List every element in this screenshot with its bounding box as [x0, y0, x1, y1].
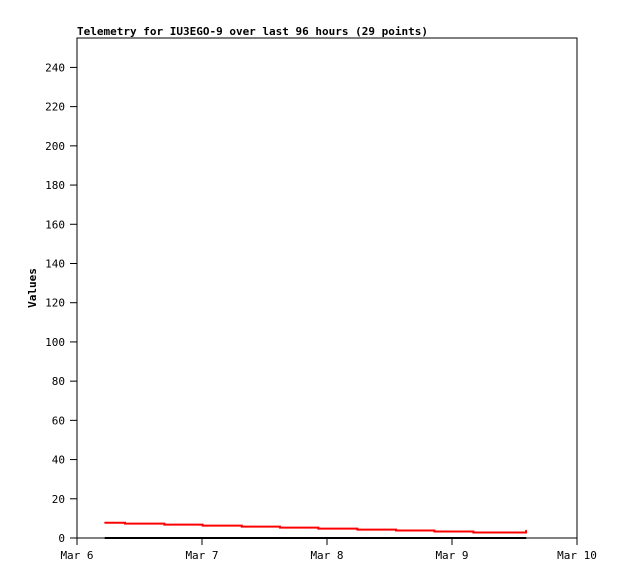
- data-point: [520, 531, 523, 534]
- x-tick-label: Mar 6: [60, 549, 93, 562]
- data-point: [201, 524, 204, 527]
- x-tick-label: Mar 7: [185, 549, 218, 562]
- y-tick-label: 40: [52, 454, 65, 467]
- data-point: [124, 522, 126, 525]
- y-tick-label: 100: [45, 336, 65, 349]
- x-tick-label: Mar 10: [557, 549, 597, 562]
- plot-frame: [76, 37, 578, 539]
- data-point: [163, 523, 166, 526]
- data-point: [279, 526, 281, 529]
- data-point: [104, 537, 106, 539]
- y-tick-label: 20: [52, 493, 65, 506]
- data-point: [525, 529, 527, 532]
- y-tick-label: 120: [45, 297, 65, 310]
- y-tick-label: 200: [45, 140, 65, 153]
- y-tick-label: 140: [45, 257, 65, 270]
- y-tick-label: 160: [45, 218, 65, 231]
- x-tick-label: Mar 9: [435, 549, 468, 562]
- y-tick-label: 80: [52, 375, 65, 388]
- data-point: [356, 528, 359, 531]
- data-point: [104, 521, 106, 524]
- y-axis-label: Values: [26, 268, 39, 308]
- series-line-0: [104, 521, 528, 534]
- data-point: [433, 530, 436, 533]
- y-tick-label: 220: [45, 101, 65, 114]
- data-point: [525, 537, 527, 539]
- data-point: [472, 531, 475, 534]
- y-tick-label: 240: [45, 61, 65, 74]
- data-point: [395, 529, 397, 532]
- data-point: [240, 525, 243, 528]
- y-tick-label: 0: [58, 532, 65, 545]
- y-tick-label: 180: [45, 179, 65, 192]
- x-tick-label: Mar 8: [310, 549, 343, 562]
- data-point: [317, 527, 320, 530]
- chart-title: Telemetry for IU3EGO-9 over last 96 hour…: [77, 25, 428, 38]
- y-tick-label: 60: [52, 414, 65, 427]
